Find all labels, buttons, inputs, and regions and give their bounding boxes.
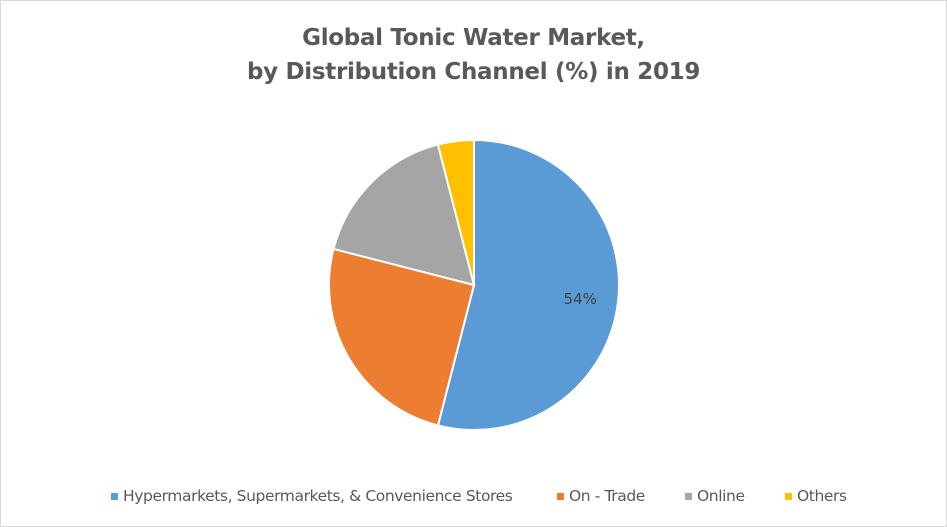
legend-item-online: Online — [685, 487, 745, 505]
legend-swatch-online — [685, 492, 692, 500]
chart-title-line-1: Global Tonic Water Market, — [302, 25, 645, 51]
data-label: 54% — [564, 290, 597, 308]
legend-item-on-trade: On - Trade — [557, 487, 645, 505]
legend-swatch-others — [785, 492, 792, 500]
legend-swatch-on-trade — [557, 492, 564, 500]
chart-title-line-2: by Distribution Channel (%) in 2019 — [246, 59, 701, 85]
pie-slice-on-trade — [328, 247, 476, 427]
legend-label-on-trade: On - Trade — [569, 487, 645, 505]
legend-label-others: Others — [797, 487, 847, 505]
legend-swatch-hypermarkets — [111, 492, 118, 500]
pie-slice-others — [436, 138, 475, 286]
chart-title: Global Tonic Water Market, by Distributi… — [1, 21, 946, 89]
pie-slice-online — [332, 143, 476, 287]
legend-label-online: Online — [697, 487, 745, 505]
legend-item-others: Others — [785, 487, 847, 505]
legend-item-hypermarkets: Hypermarkets, Supermarkets, & Convenienc… — [111, 487, 513, 505]
pie-slice-hypermarkets-supermarkets-convenience-stores — [436, 138, 620, 431]
legend-label-hypermarkets: Hypermarkets, Supermarkets, & Convenienc… — [123, 487, 513, 505]
